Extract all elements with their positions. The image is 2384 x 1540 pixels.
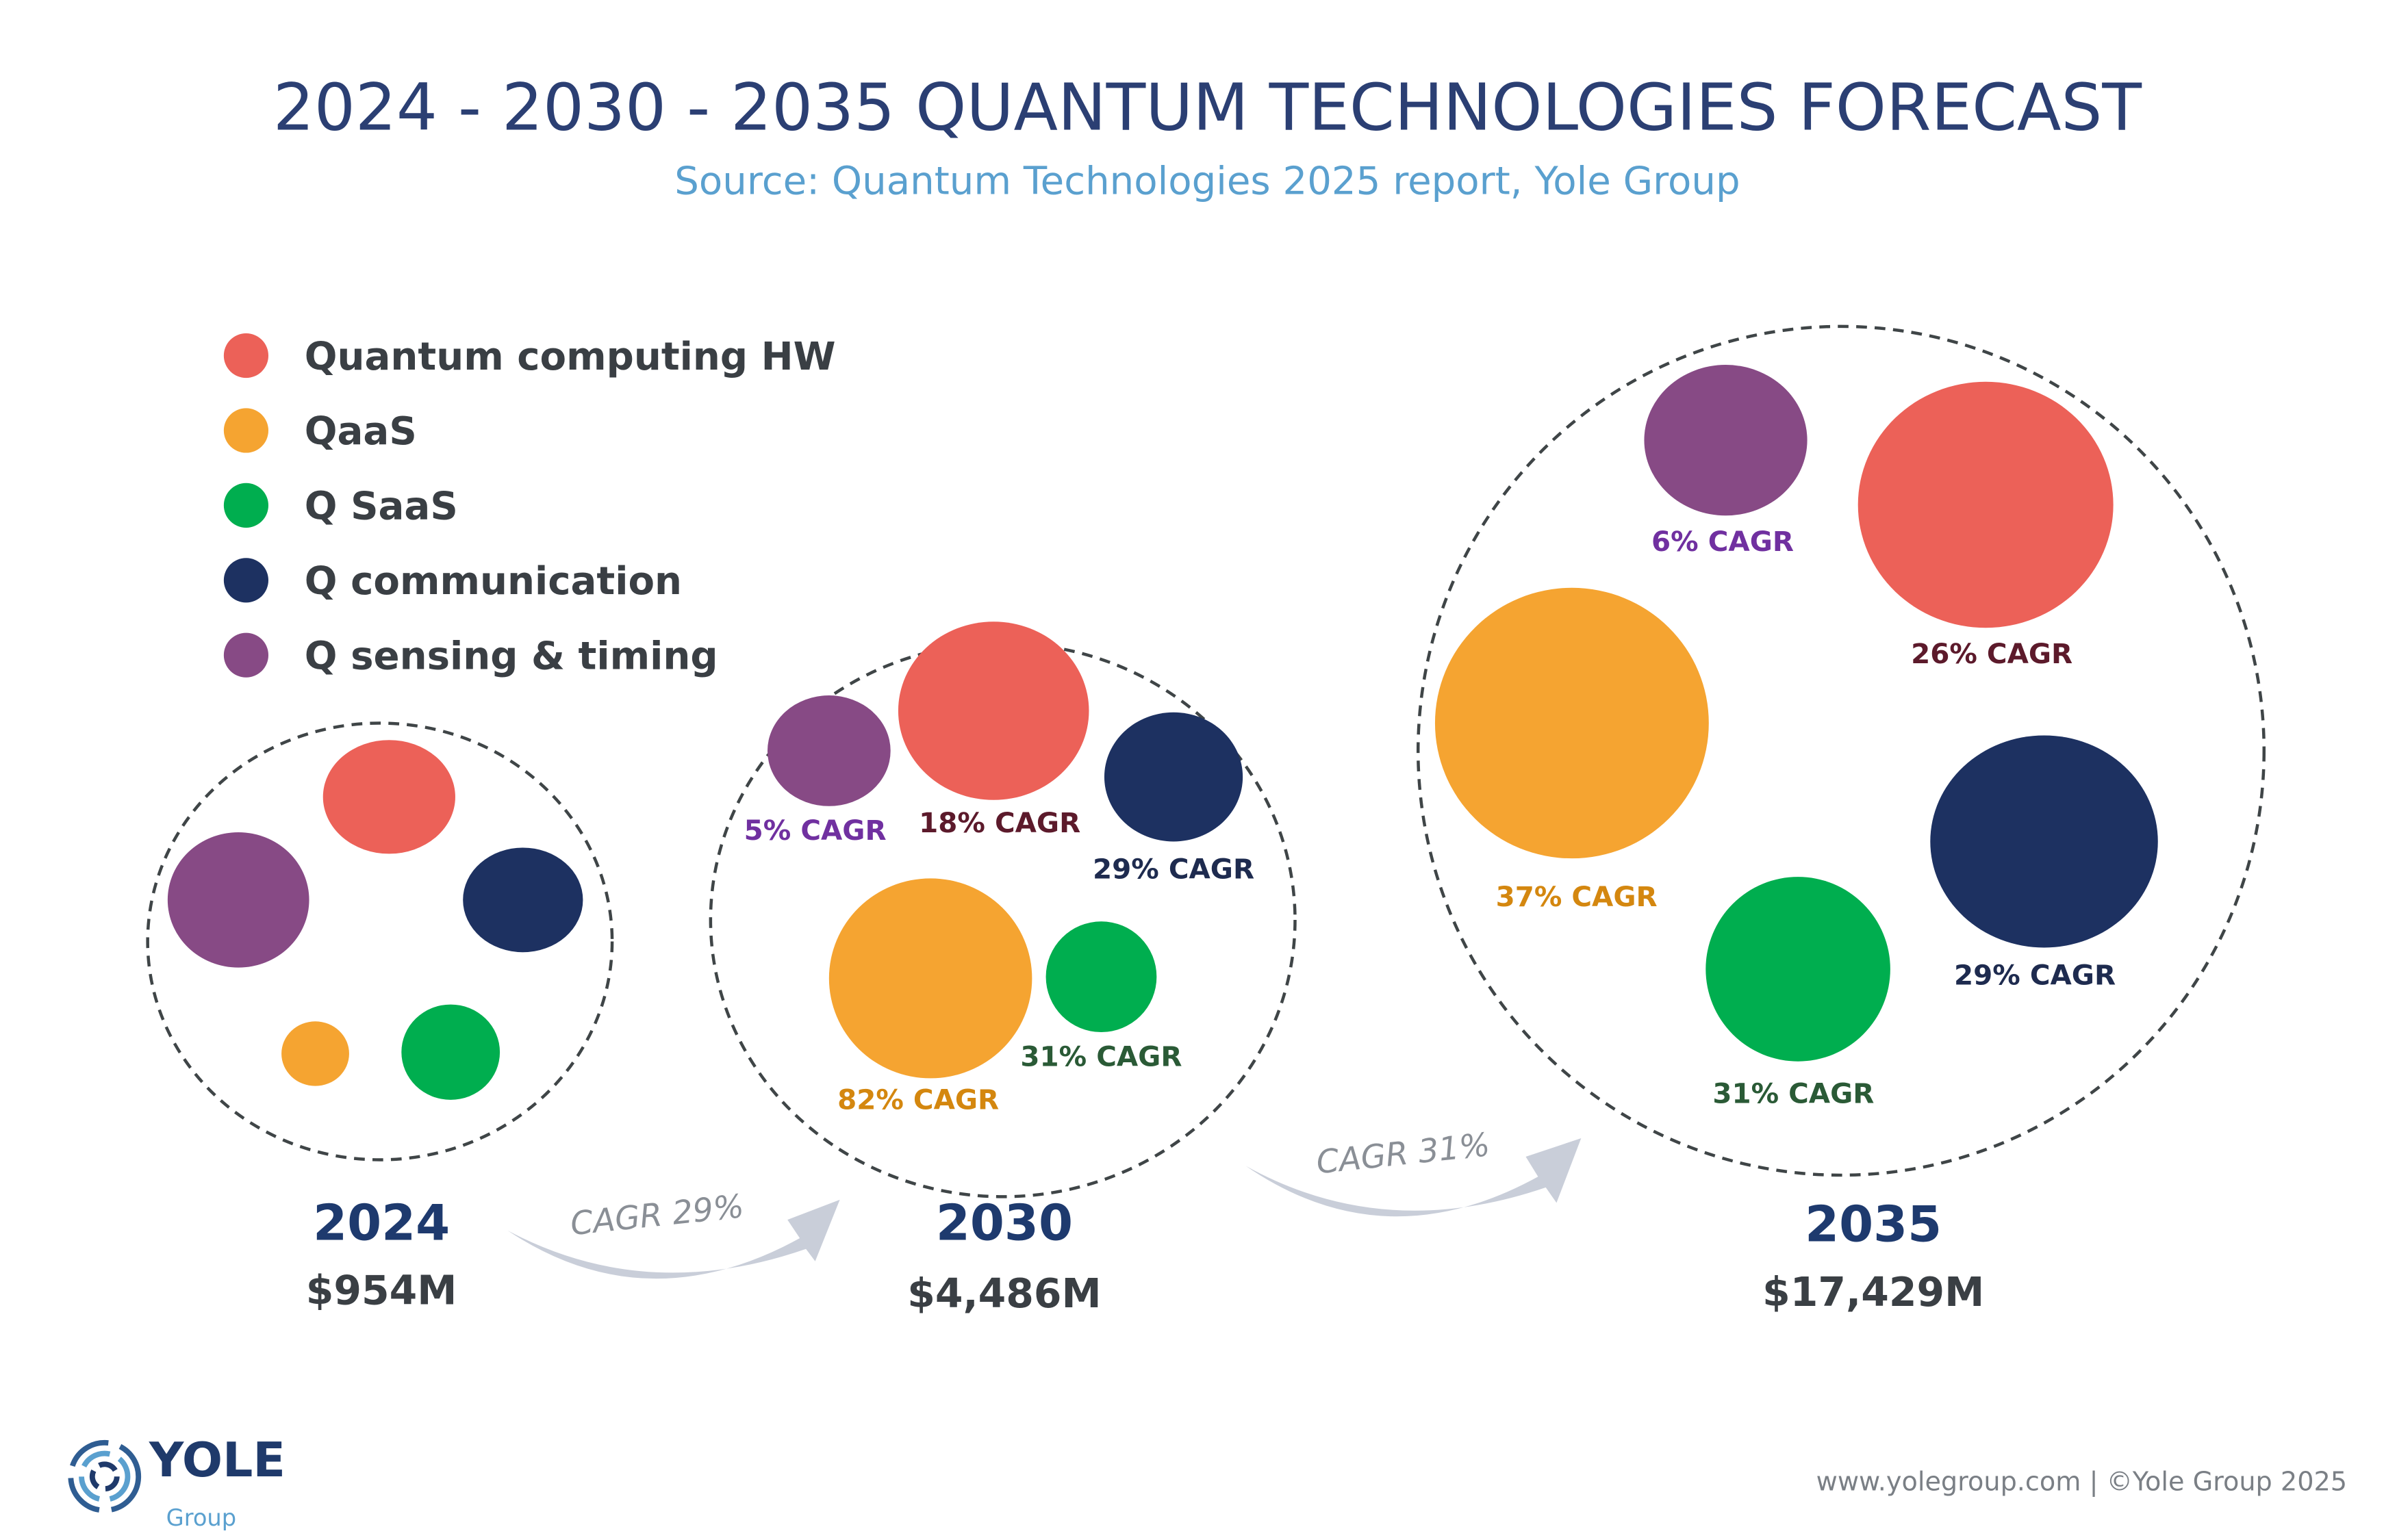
market-total: $4,486M	[907, 1270, 1101, 1317]
year-label: 2035	[1805, 1196, 1942, 1253]
cagr-label: 82% CAGR	[837, 1083, 999, 1116]
yole-logo: YOLE Group	[68, 1433, 286, 1531]
cagr-label: 37% CAGR	[1496, 880, 1658, 913]
cagr-label: 31% CAGR	[1712, 1077, 1874, 1109]
cagr-label: 6% CAGR	[1651, 525, 1794, 558]
growth-arrow	[1245, 1138, 1582, 1217]
year-group-2030: 5% CAGR 18% CAGR 29% CAGR 82% CAGR 31% CAGR 2…	[709, 621, 1297, 1317]
growth-cagr-label: CAGR 29%	[569, 1188, 746, 1243]
year-total-outline	[1416, 324, 2266, 1177]
legend-dot	[223, 558, 269, 603]
bubble-q-sensing-timing	[167, 832, 309, 968]
yole-swirl-icon	[68, 1439, 142, 1513]
bubble-quantum-computing-hw	[1857, 381, 2114, 628]
bubble-q-saas	[1045, 921, 1157, 1033]
cagr-label: 18% CAGR	[919, 806, 1080, 839]
year-total-outline	[146, 721, 614, 1162]
cagr-label: 31% CAGR	[1020, 1040, 1182, 1073]
year-label: 2024	[313, 1194, 450, 1251]
bubble-q-sensing-timing	[767, 695, 891, 806]
growth-arrow	[507, 1199, 840, 1279]
cagr-label: 29% CAGR	[1954, 958, 2116, 991]
market-total: $954M	[306, 1268, 457, 1314]
legend-dot	[223, 632, 269, 678]
year-label: 2030	[936, 1194, 1073, 1251]
year-group-2035: 6% CAGR 26% CAGR 37% CAGR 29% CAGR 31% CAGR 2…	[1416, 324, 2266, 1316]
cagr-label: 5% CAGR	[744, 814, 887, 847]
bubble-quantum-computing-hw	[898, 621, 1089, 800]
legend-dot	[223, 333, 269, 378]
bubble-qaas	[1434, 587, 1709, 859]
legend-label: Q SaaS	[305, 485, 458, 529]
legend-dot	[223, 483, 269, 528]
chart-title: 2024 - 2030 - 2035 QUANTUM TECHNOLOGIES …	[273, 70, 2142, 145]
year-groups: 2024 $954M 5% CAGR 18% CAGR 29% CAGR 82% CAGR…	[146, 324, 2266, 1317]
logo-text: YOLE	[149, 1433, 286, 1488]
legend: Quantum computing HW QaaS Q SaaS Q communic…	[223, 333, 836, 678]
market-total: $17,429M	[1762, 1269, 1984, 1316]
bubble-q-saas	[1705, 877, 1890, 1062]
cagr-label: 26% CAGR	[1911, 637, 2072, 670]
bubble-quantum-computing-hw	[322, 740, 455, 854]
bubble-q-saas	[401, 1004, 500, 1100]
bubble-q-communication	[1104, 712, 1243, 842]
logo-subtext: Group	[166, 1504, 237, 1531]
cagr-label: 29% CAGR	[1093, 852, 1254, 885]
bubble-q-communication	[463, 847, 583, 953]
bubble-qaas	[281, 1021, 349, 1086]
chart-subtitle: Source: Quantum Technologies 2025 report…	[674, 159, 1740, 204]
legend-label: Quantum computing HW	[305, 335, 836, 379]
legend-dot	[223, 408, 269, 453]
legend-label: QaaS	[305, 409, 417, 454]
bubble-qaas	[828, 878, 1032, 1079]
legend-label: Q sensing & timing	[305, 634, 718, 678]
year-group-2024: 2024 $954M	[146, 721, 614, 1314]
year-total-outline	[709, 641, 1297, 1198]
legend-label: Q communication	[305, 559, 682, 604]
growth-cagr-label: CAGR 31%	[1315, 1126, 1492, 1181]
bubble-q-sensing-timing	[1644, 365, 1808, 516]
footer-credit: www.yolegroup.com | ©Yole Group 2025	[1816, 1467, 2347, 1497]
bubble-q-communication	[1930, 735, 2158, 948]
